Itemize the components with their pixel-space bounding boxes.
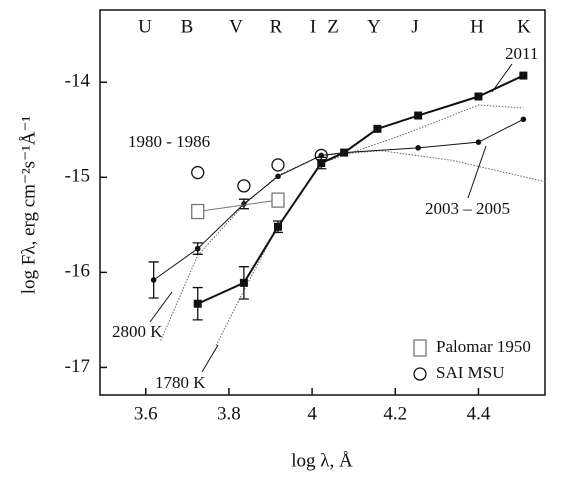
band-label: K [517,16,531,37]
band-label: Z [327,16,339,37]
band-label: J [411,16,418,37]
model-label: 1780 K [155,373,206,392]
band-label: Y [367,16,381,37]
band-label: I [310,16,316,37]
series-line [198,155,322,185]
point [318,152,325,159]
annotation: 1980 - 1986 [128,132,210,151]
series-label: 2003 – 2005 [425,199,510,218]
band-label: B [181,16,194,37]
point [341,149,347,156]
y-tick-label: -15 [65,166,90,187]
point [317,159,326,168]
x-tick-label: 4 [307,403,317,424]
point [237,179,251,193]
point [150,277,157,283]
model-curve [160,150,547,342]
model-label: 2800 K [112,322,163,341]
point [414,111,423,120]
point [274,222,282,231]
series-line [197,74,524,305]
x-tick-label: 4.2 [383,403,407,424]
point [193,299,202,308]
point [194,245,201,252]
point [415,145,421,151]
y-tick-label: -14 [65,71,91,92]
point [275,173,281,180]
point [475,139,482,145]
legend-marker [413,367,427,381]
leader-line [491,63,513,93]
band-label: V [229,16,243,37]
series-line [197,199,279,213]
legend-label: SAI MSU [436,363,505,382]
point [239,278,248,287]
plot-frame [99,9,546,396]
x-axis-label: log λ, Å [291,450,353,471]
leader-line [201,344,219,373]
band-label: R [270,16,283,37]
point [519,71,528,80]
point [241,201,247,207]
point [520,116,527,123]
band-label: H [470,16,484,37]
y-tick-label: -16 [65,261,90,282]
point [314,148,328,163]
point [191,165,205,180]
legend-marker [413,339,427,357]
point [373,124,382,133]
point [191,203,205,220]
y-axis-label: log Fλ, erg cm⁻²s⁻¹Å⁻¹ [18,115,39,294]
legend-label: Palomar 1950 [436,337,531,356]
leader-line [149,291,173,323]
point [271,158,285,172]
x-tick-label: 4.4 [467,403,491,424]
x-tick-label: 3.6 [134,403,158,424]
series-label: 2011 [505,44,538,63]
leader-line [467,145,487,199]
band-label: U [138,16,152,37]
y-tick-label: -17 [65,356,90,377]
point [271,192,285,208]
x-tick-label: 3.8 [217,403,241,424]
point [474,92,483,101]
